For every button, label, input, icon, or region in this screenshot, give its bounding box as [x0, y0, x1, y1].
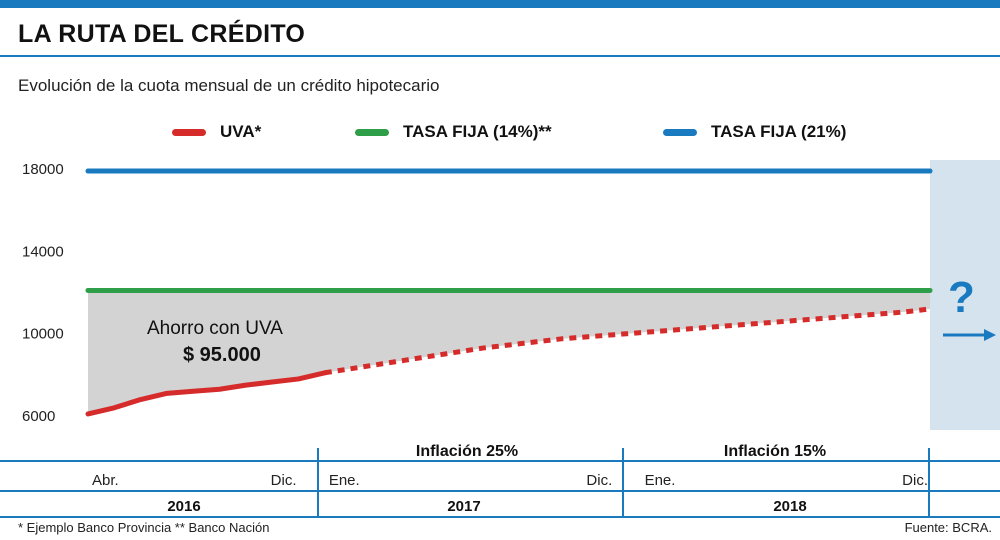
x-tick-label: Ene. — [645, 472, 676, 489]
source-note: Fuente: BCRA. — [904, 520, 992, 535]
year-label-2017: 2017 — [447, 498, 480, 515]
top-accent-bar — [0, 0, 1000, 8]
legend-item-uva: UVA* — [172, 120, 261, 144]
chart-title: LA RUTA DEL CRÉDITO — [18, 20, 306, 48]
legend-item-fija-14: TASA FIJA (14%)** — [355, 120, 552, 144]
footnote: * Ejemplo Banco Provincia ** Banco Nació… — [18, 520, 270, 535]
savings-area — [88, 290, 930, 414]
x-tick-label: Dic. — [271, 472, 297, 489]
future-projection-zone — [930, 160, 1000, 430]
inflation-2017-label: Inflación 25% — [416, 443, 518, 460]
chart-subtitle: Evolución de la cuota mensual de un créd… — [18, 76, 440, 95]
x-tick-label: Abr. — [92, 472, 119, 489]
question-mark: ? — [948, 273, 975, 322]
legend-swatch-fija-14 — [355, 128, 389, 136]
legend-label-uva: UVA* — [220, 122, 262, 141]
legend-swatch-fija-21 — [663, 128, 697, 136]
arrow-right-icon — [943, 329, 996, 341]
x-axis-months: Abr. Dic. Ene. Dic. Ene. Dic. — [92, 472, 928, 489]
y-tick-label: 18000 — [22, 161, 64, 178]
x-tick-label: Dic. — [586, 472, 612, 489]
y-tick-label: 14000 — [22, 243, 64, 260]
inflation-2018-label: Inflación 15% — [724, 443, 826, 460]
year-label-2018: 2018 — [773, 498, 806, 515]
legend-swatch-uva — [172, 128, 206, 136]
x-tick-label: Dic. — [902, 472, 928, 489]
title-divider — [0, 55, 1000, 57]
series-layer — [85, 168, 933, 417]
legend-label-fija-21: TASA FIJA (21%) — [711, 122, 847, 141]
savings-value: $ 95.000 — [183, 344, 261, 366]
x-tick-label: Ene. — [329, 472, 360, 489]
legend-item-fija-21: TASA FIJA (21%) — [663, 120, 846, 144]
y-axis: 6000 10000 14000 18000 — [22, 161, 64, 425]
legend-label-fija-14: TASA FIJA (14%)** — [403, 122, 552, 141]
y-tick-label: 10000 — [22, 326, 64, 343]
savings-label: Ahorro con UVA — [147, 318, 283, 339]
series-line-uva-projected — [324, 306, 931, 376]
series-line-uva — [85, 370, 328, 417]
year-label-2016: 2016 — [167, 498, 200, 515]
y-tick-label: 6000 — [22, 408, 55, 425]
